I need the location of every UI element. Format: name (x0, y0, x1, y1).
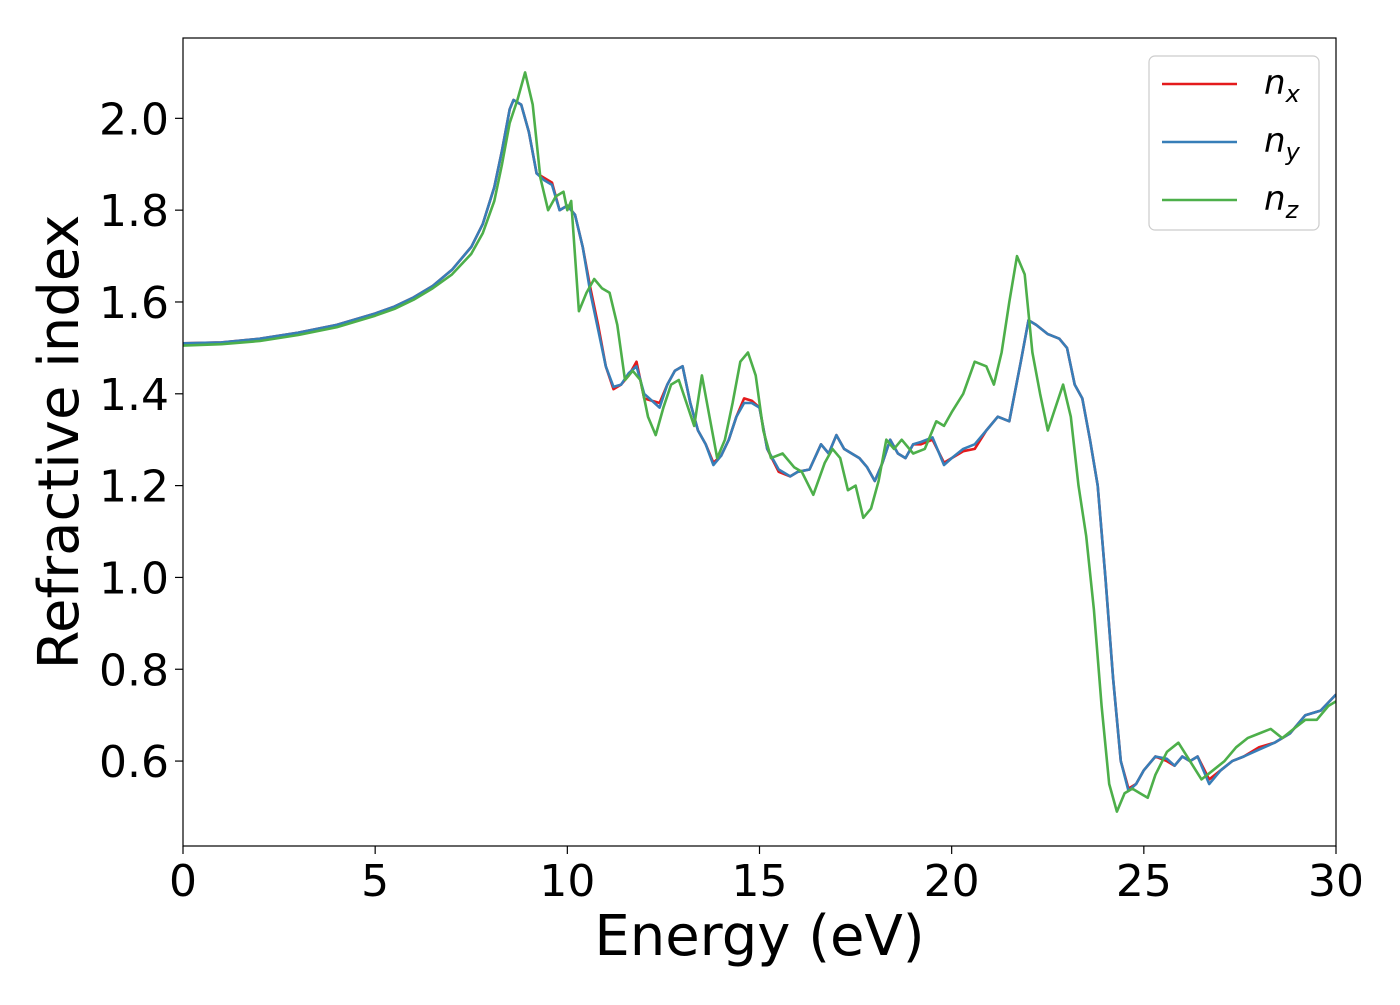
y-axis-label: Refractive index (27, 215, 92, 670)
y-tick-label: 0.8 (99, 645, 169, 696)
y-tick-label: 1.8 (99, 186, 169, 237)
y-tick-label: 2.0 (99, 94, 169, 145)
x-tick-label: 20 (924, 856, 980, 907)
x-tick-label: 30 (1308, 856, 1364, 907)
y-tick-label: 0.6 (99, 737, 169, 788)
x-tick-label: 5 (361, 856, 389, 907)
legend-label-n-z: nz (1264, 179, 1300, 224)
legend-label-n-y: ny (1264, 121, 1301, 166)
legend-label-base: n (1264, 121, 1286, 161)
x-tick-label: 15 (732, 856, 788, 907)
x-tick-label: 0 (169, 856, 197, 907)
series-line-n-z (183, 71, 1336, 813)
y-tick-label: 1.6 (99, 278, 169, 329)
y-axis-ticks: 0.6 0.8 1.0 1.2 1.4 1.6 1.8 2.0 (99, 94, 183, 788)
y-tick-label: 1.4 (99, 370, 169, 421)
legend-label-base: n (1264, 63, 1286, 103)
x-axis-ticks: 0 5 10 15 20 25 30 (169, 846, 1364, 907)
x-tick-label: 25 (1116, 856, 1172, 907)
legend-label-subscript: y (1285, 138, 1301, 166)
series-layer (183, 71, 1336, 813)
x-axis-label: Energy (eV) (594, 904, 924, 969)
x-tick-label: 10 (539, 856, 595, 907)
legend-label-subscript: z (1285, 196, 1300, 224)
y-tick-label: 1.2 (99, 462, 169, 513)
legend-label-base: n (1264, 179, 1286, 219)
y-tick-label: 1.0 (99, 553, 169, 604)
legend-label-n-x: nx (1264, 63, 1301, 108)
legend-label-subscript: x (1285, 80, 1301, 108)
